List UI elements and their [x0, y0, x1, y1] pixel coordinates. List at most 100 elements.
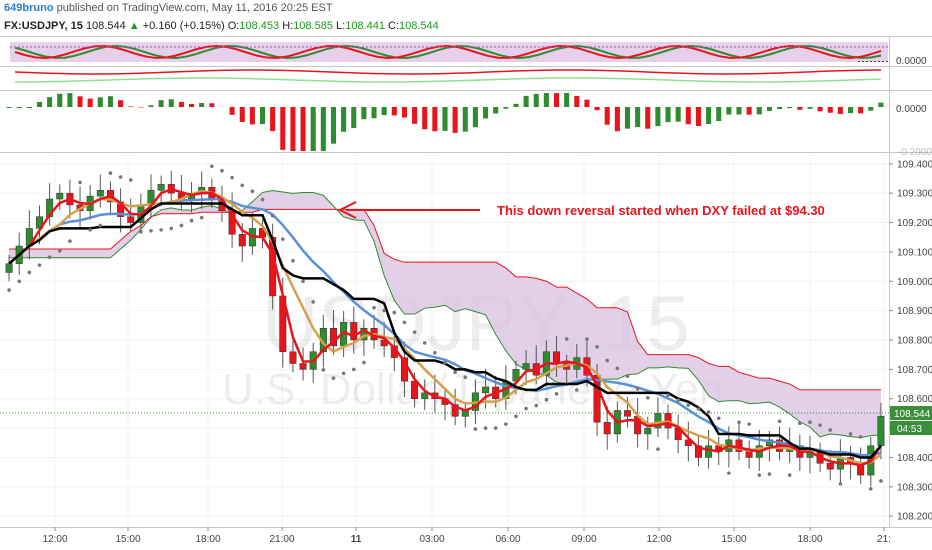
macd-bar	[97, 97, 103, 107]
candle-body	[694, 445, 702, 458]
x-tick-label: 06:00	[495, 534, 520, 545]
psar-dot	[382, 308, 386, 313]
macd-bar	[837, 107, 843, 114]
macd-bar	[47, 97, 53, 107]
macd-bar	[57, 93, 63, 107]
macd-bar	[401, 107, 407, 118]
close-value: 108.544	[399, 20, 439, 32]
macd-bar	[756, 107, 762, 115]
candle-body	[684, 439, 692, 446]
psar-dot	[585, 337, 589, 341]
candle-body	[421, 392, 429, 399]
psar-dot	[534, 403, 539, 408]
candle	[56, 184, 64, 211]
candle-body	[603, 421, 611, 435]
time-axis[interactable]: 12:00 15:00 18:00 21:00 11 03:00 06:00 09:00 12:…	[42, 527, 891, 545]
macd-bar	[6, 107, 12, 108]
ichimoku-cloud	[9, 189, 881, 439]
psar-dot	[118, 175, 123, 179]
candle-body	[96, 189, 104, 197]
psar-dot	[798, 421, 802, 426]
macd-bar	[858, 107, 864, 114]
psar-dot	[47, 255, 52, 259]
price-axis[interactable]: 109.400 109.300 109.200 109.100 109.000 108.9…	[889, 159, 932, 523]
psar-dot	[747, 422, 751, 426]
psar-dot	[858, 435, 863, 439]
x-tick-label: 21:00	[269, 534, 294, 545]
psar-dot	[493, 426, 498, 430]
psar-dot	[676, 398, 680, 402]
macd-bar	[493, 107, 499, 114]
macd-bar	[523, 95, 529, 107]
candle-body	[522, 363, 530, 370]
psar-dot	[331, 376, 336, 380]
macd-bar	[320, 107, 326, 151]
psar-dot	[311, 300, 316, 304]
candle	[350, 306, 358, 354]
candle	[5, 254, 13, 282]
psar-dot	[17, 279, 22, 284]
psar-dot	[372, 305, 376, 310]
macd-axis-zero: 0.0000	[896, 104, 927, 115]
psar-dot	[625, 374, 630, 379]
macd-axis: 0.0000 -0.2000	[896, 104, 932, 158]
psar-dot	[838, 482, 843, 486]
psar-dot	[524, 406, 528, 411]
open-label: O:	[227, 20, 240, 32]
macd-bar	[513, 103, 519, 107]
candle	[299, 347, 307, 381]
psar-dot	[514, 414, 518, 419]
psar-dot	[737, 420, 741, 425]
y-tick-label: 108.700	[897, 365, 932, 376]
span-a-line	[9, 189, 881, 439]
candle	[522, 349, 530, 386]
macd-bar	[16, 107, 22, 108]
y-tick-label: 108.400	[897, 453, 932, 464]
candle-body	[56, 192, 64, 200]
price-tag: 108.544 04:53	[890, 406, 932, 435]
x-tick-label: 18:00	[797, 534, 822, 545]
macd-bar	[199, 103, 205, 107]
candle	[167, 170, 175, 202]
psar-dot	[615, 366, 620, 371]
high-value: 108.585	[293, 20, 333, 32]
candle-body	[360, 328, 368, 341]
psar-dot	[341, 371, 346, 376]
author-link[interactable]: 649bruno	[4, 2, 54, 14]
psar-dot	[27, 270, 32, 275]
macd-bar	[766, 107, 772, 111]
candle	[96, 174, 104, 208]
psar-dot	[199, 215, 204, 220]
high-label: H:	[282, 20, 294, 32]
macd-bar	[746, 107, 752, 115]
psar-dot	[767, 472, 772, 476]
up-arrow-icon: ▲	[128, 20, 140, 32]
candle-body	[411, 380, 419, 399]
osc-main-line	[14, 44, 882, 60]
oscillator-lines	[10, 44, 888, 60]
psar-dot	[848, 432, 853, 436]
candle-body	[826, 463, 834, 470]
candle	[694, 434, 702, 467]
macd-bar	[77, 96, 83, 107]
candle-body	[705, 445, 713, 458]
low-label: L:	[336, 20, 346, 32]
macd-bar	[351, 107, 357, 128]
psar-dot	[879, 479, 883, 483]
psar-dot	[868, 486, 873, 491]
candle-body	[127, 216, 135, 223]
macd-bar	[330, 107, 337, 144]
psar-dot	[280, 237, 285, 241]
macd-bar	[168, 99, 174, 107]
macd-bar	[361, 107, 367, 120]
psar-dot	[68, 239, 72, 243]
psar-dot	[433, 350, 437, 355]
psar-dot	[260, 197, 265, 202]
macd-bar	[706, 107, 712, 124]
macd-bar	[422, 107, 428, 130]
low-value: 108.441	[345, 20, 385, 32]
macd-bar	[695, 107, 701, 127]
macd-bar	[553, 93, 560, 107]
x-tick-label: 18:00	[195, 534, 220, 545]
